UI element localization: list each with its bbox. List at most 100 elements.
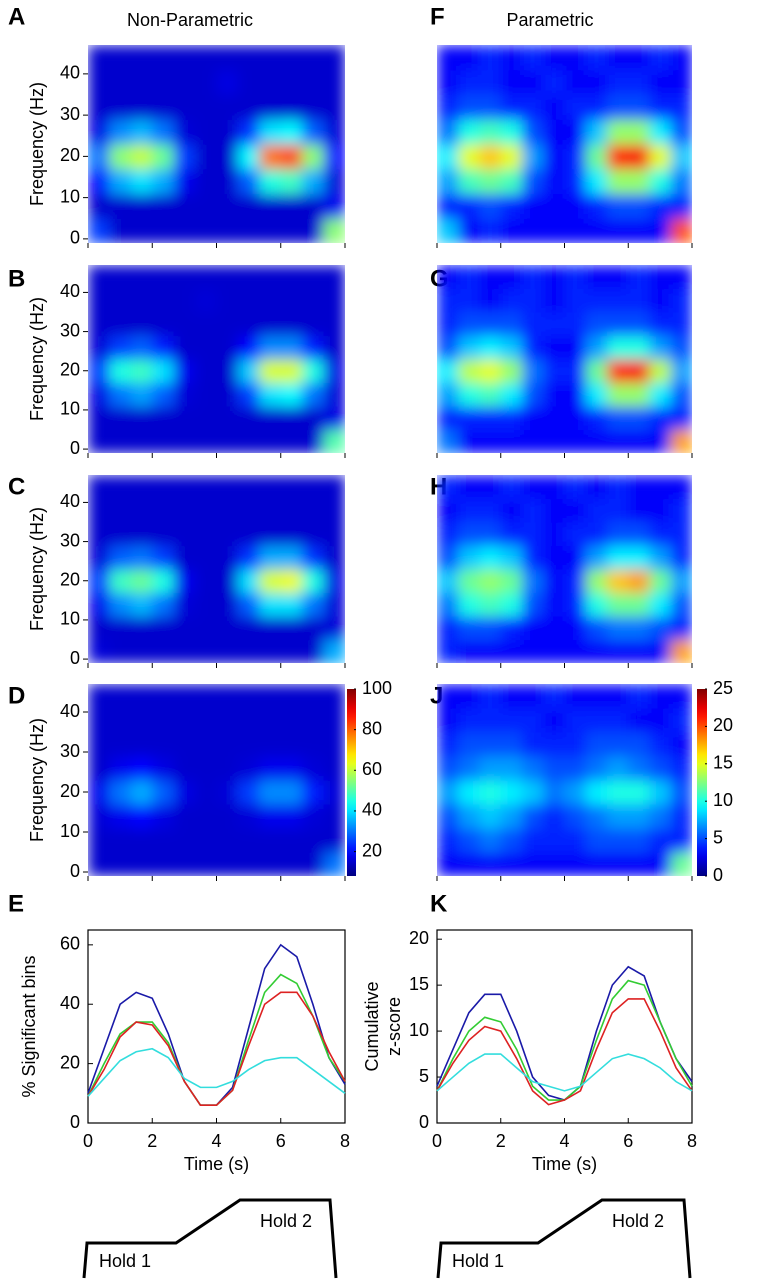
heat-cell <box>479 312 502 337</box>
heat-cell <box>437 592 459 617</box>
y-axis-label: z-score <box>384 997 404 1056</box>
heat-cell <box>437 780 459 805</box>
heat-cell <box>522 94 544 120</box>
heat-cell <box>280 312 303 337</box>
heat-cell <box>649 335 672 360</box>
heat-cell <box>152 382 175 407</box>
heat-cell <box>607 639 629 663</box>
y-tick-label: 10 <box>60 821 80 841</box>
colorbar-tick-label: 100 <box>362 678 392 698</box>
heat-cell <box>607 592 629 617</box>
heat-cell <box>173 684 196 709</box>
heat-cell <box>543 708 566 733</box>
heat-cell <box>302 335 325 360</box>
heat-cell <box>670 828 692 853</box>
heat-cell <box>323 639 345 663</box>
heat-cell <box>195 382 218 407</box>
heat-cell <box>173 193 196 219</box>
heat-cell <box>280 828 303 853</box>
heat-cell <box>302 168 325 195</box>
line-series <box>436 998 693 1106</box>
panel-letter: F <box>430 3 445 30</box>
heat-cell <box>628 522 651 547</box>
heat-cell <box>259 780 282 805</box>
heat-cell <box>130 359 153 384</box>
heat-cell <box>543 406 566 431</box>
heat-cell <box>543 382 566 407</box>
y-tick-label: 20 <box>60 145 80 165</box>
y-tick-label: 40 <box>60 63 80 83</box>
heat-cell <box>500 382 523 407</box>
heat-cell <box>500 429 523 453</box>
heat-cell <box>649 708 672 733</box>
heat-cell <box>173 69 196 96</box>
heat-cell <box>302 498 325 523</box>
heat-cell <box>543 569 566 594</box>
heat-cell <box>500 312 523 337</box>
heat-cell <box>109 193 132 219</box>
heat-cell <box>564 94 587 120</box>
heat-cell <box>628 168 651 195</box>
heat-cell <box>109 119 132 145</box>
y-tick-label: 15 <box>409 974 429 994</box>
heat-cell <box>152 852 175 876</box>
heat-cell <box>628 616 651 641</box>
y-tick-label: 30 <box>60 530 80 550</box>
heat-cell <box>607 193 629 219</box>
heat-cell <box>564 780 587 805</box>
heatmap-cells <box>437 265 692 453</box>
heat-cell <box>437 265 459 290</box>
heat-cell <box>259 475 282 500</box>
heat-cell <box>458 804 481 829</box>
heat-cell <box>670 522 692 547</box>
heat-cell <box>522 828 544 853</box>
heat-cell <box>628 119 651 145</box>
heat-cell <box>585 168 608 195</box>
y-tick-label: 0 <box>70 648 80 668</box>
heat-cell <box>280 45 303 71</box>
heat-cell <box>479 265 502 290</box>
heatmap <box>437 45 692 243</box>
heat-cell <box>88 359 111 384</box>
hold-label: Hold 1 <box>452 1251 504 1271</box>
heat-cell <box>522 498 544 523</box>
heat-cell <box>437 406 459 431</box>
colorbar-tick-label: 25 <box>713 678 733 698</box>
heat-cell <box>130 522 153 547</box>
y-tick-label: 40 <box>60 701 80 721</box>
line-series <box>87 973 346 1106</box>
heat-cell <box>130 708 153 733</box>
heat-cell <box>543 828 566 853</box>
heat-cell <box>302 288 325 313</box>
heat-cell <box>543 429 566 453</box>
heat-cell <box>88 288 111 313</box>
heat-cell <box>302 265 325 290</box>
heat-cell <box>216 804 239 829</box>
heat-cell <box>259 218 282 243</box>
heat-cell <box>130 265 153 290</box>
hold-label: Hold 1 <box>99 1251 151 1271</box>
hold-label: Hold 2 <box>260 1211 312 1231</box>
heat-cell <box>500 732 523 757</box>
heat-cell <box>670 193 692 219</box>
heat-cell <box>259 265 282 290</box>
heat-cell <box>302 732 325 757</box>
heat-cell <box>152 94 175 120</box>
y-tick-label: 20 <box>60 360 80 380</box>
heat-cell <box>500 69 523 96</box>
heat-cell <box>173 804 196 829</box>
heat-cell <box>216 828 239 853</box>
heat-cell <box>280 218 303 243</box>
heat-cell <box>670 69 692 96</box>
heat-cell <box>607 45 629 71</box>
heat-cell <box>564 522 587 547</box>
heat-cell <box>216 312 239 337</box>
heat-cell <box>280 359 303 384</box>
heat-cell <box>607 406 629 431</box>
heat-cell <box>237 732 260 757</box>
heat-cell <box>259 335 282 360</box>
heat-cell <box>479 639 502 663</box>
y-tick-label: 40 <box>60 491 80 511</box>
heat-cell <box>152 592 175 617</box>
heat-cell <box>564 119 587 145</box>
